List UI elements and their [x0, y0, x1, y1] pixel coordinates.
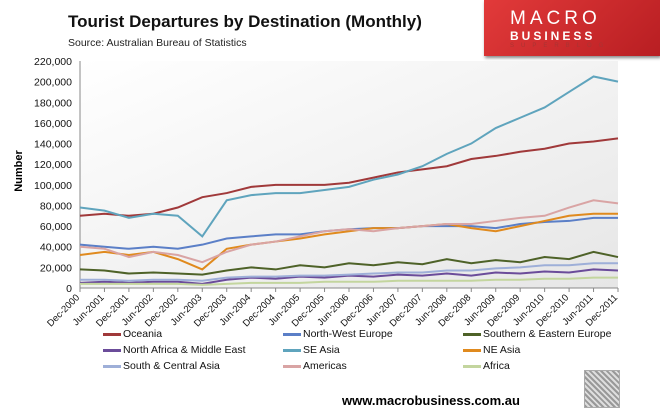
y-tick-label: 180,000	[34, 97, 72, 109]
legend-swatch	[463, 348, 481, 352]
y-tick-label: 200,000	[34, 77, 72, 89]
legend-label: Africa	[483, 360, 510, 372]
legend-swatch	[103, 348, 121, 352]
legend-item: NE Asia	[463, 344, 520, 356]
legend-swatch	[283, 332, 301, 336]
y-tick-label: 140,000	[34, 139, 72, 151]
series-line-americas	[79, 199, 619, 264]
series-line-oceania	[79, 137, 619, 217]
plot-area	[80, 61, 618, 288]
legend-label: NE Asia	[483, 344, 521, 356]
logo-line3: SUPERBLOG	[510, 43, 611, 49]
legend-item: North Africa & Middle East	[103, 344, 246, 356]
legend-item: Southern & Eastern Europe	[463, 328, 611, 340]
legend-item: South & Central Asia	[103, 360, 220, 372]
legend-item: SE Asia	[283, 344, 340, 356]
legend-label: SE Asia	[303, 344, 340, 356]
y-tick-label: 20,000	[40, 262, 72, 274]
logo-line1: MACRO	[510, 8, 601, 29]
legend-swatch	[103, 332, 121, 336]
series-line-north-africa-middle-east	[79, 268, 619, 285]
series-line-ne-asia	[79, 212, 618, 271]
legend-item: Oceania	[103, 328, 162, 340]
legend-label: Americas	[303, 360, 347, 372]
series-line-se-asia	[79, 75, 619, 238]
wolf-logo-image	[584, 370, 620, 408]
legend-item: Americas	[283, 360, 347, 372]
y-tick-label: 100,000	[34, 180, 72, 192]
y-tick-label: 60,000	[40, 221, 72, 233]
legend-swatch	[463, 364, 481, 368]
legend-item: North-West Europe	[283, 328, 393, 340]
y-tick-label: 40,000	[40, 242, 72, 254]
series-line-south-central-asia	[80, 262, 618, 282]
legend-swatch	[283, 364, 301, 368]
y-tick-label: 160,000	[34, 118, 72, 130]
legend-swatch	[103, 364, 121, 368]
website-url[interactable]: www.macrobusiness.com.au	[342, 393, 520, 408]
legend-swatch	[283, 348, 301, 352]
y-tick-label: 120,000	[34, 159, 72, 171]
macrobusiness-logo: MACRO BUSINESS SUPERBLOG	[484, 0, 660, 56]
chart-subtitle: Source: Australian Bureau of Statistics	[68, 37, 247, 49]
series-line-southern-eastern-europe	[79, 250, 619, 276]
chart-title: Tourist Departures by Destination (Month…	[68, 12, 422, 31]
y-tick-label: 0	[66, 283, 72, 295]
legend-label: South & Central Asia	[123, 360, 220, 372]
y-tick-label: 80,000	[40, 200, 72, 212]
logo-line2: BUSINESS	[510, 29, 596, 43]
legend-label: North Africa & Middle East	[123, 344, 246, 356]
y-tick-label: 220,000	[34, 56, 72, 68]
legend-label: North-West Europe	[303, 328, 393, 340]
legend-swatch	[463, 332, 481, 336]
legend-label: Oceania	[123, 328, 163, 340]
legend-label: Southern & Eastern Europe	[483, 328, 612, 340]
legend-item: Africa	[463, 360, 510, 372]
series-line-africa	[80, 276, 618, 286]
